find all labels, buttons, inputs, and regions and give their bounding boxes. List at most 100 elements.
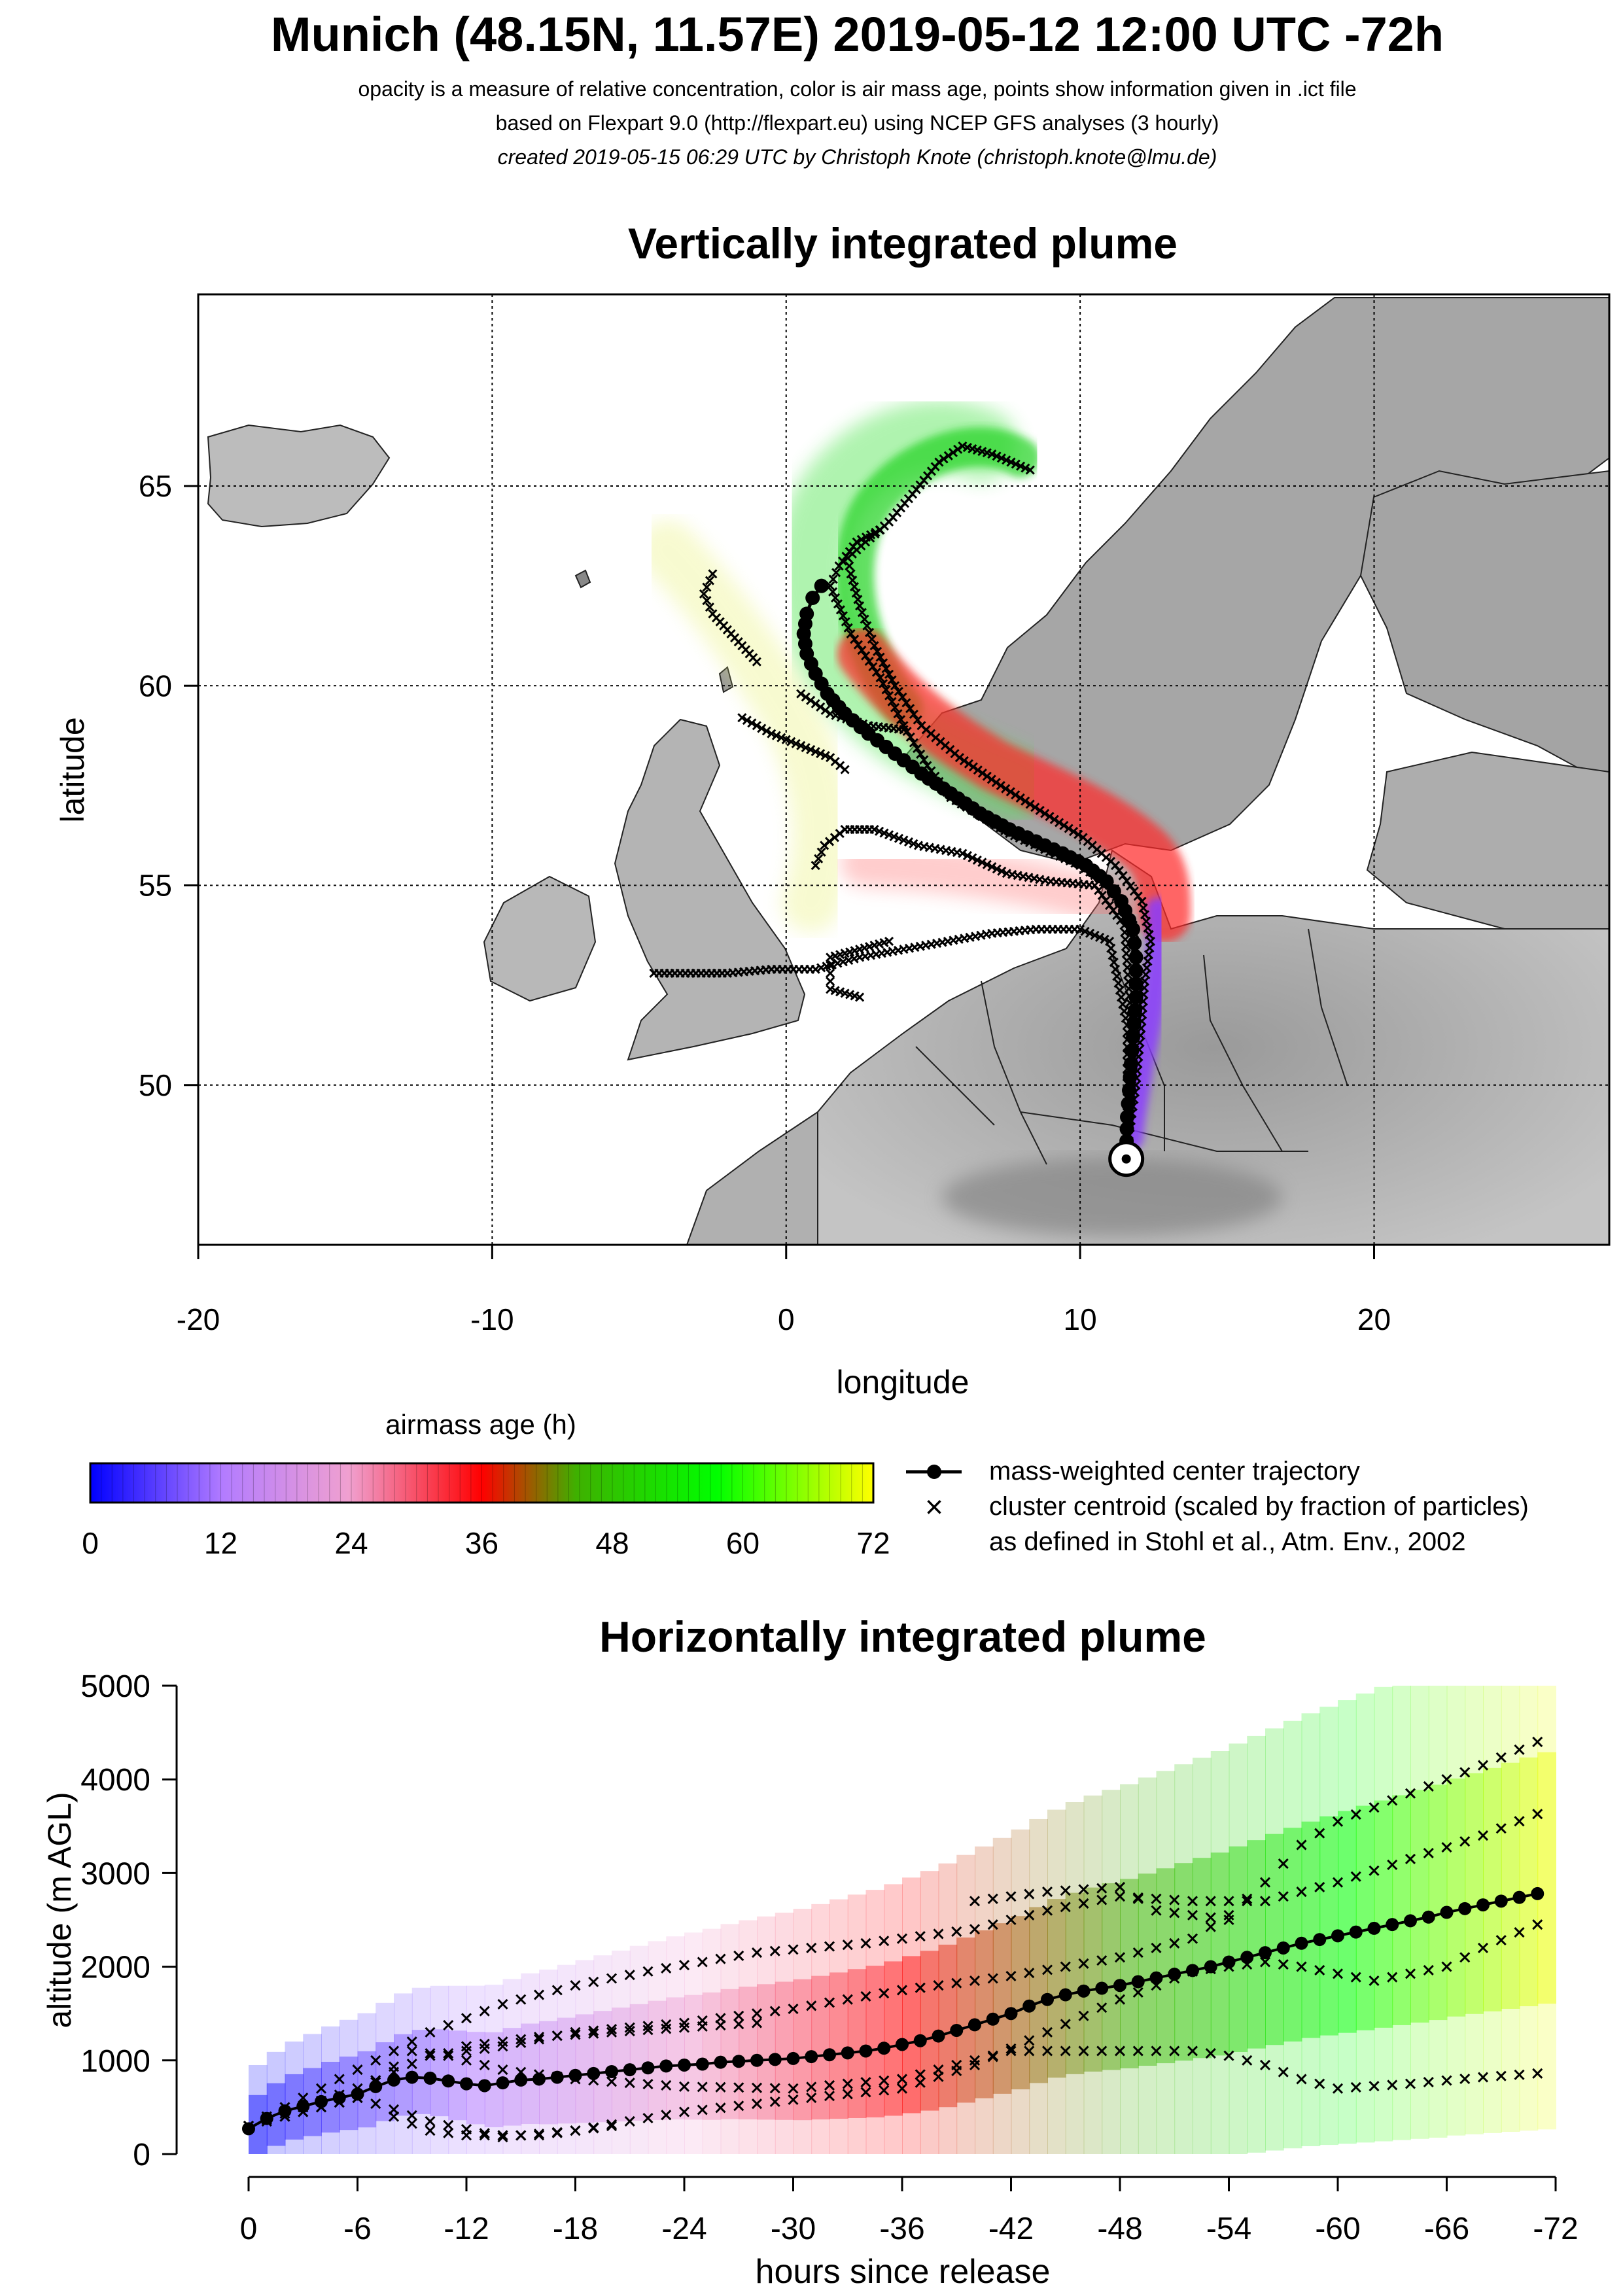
- altitude-plume-core: [1483, 1767, 1502, 2011]
- map-land: [207, 297, 1610, 1245]
- altitude-cluster-centroid-marker: [1387, 1795, 1398, 1806]
- map-cluster-centroid-marker: [1118, 1000, 1128, 1009]
- altitude-cluster-centroid-marker: [370, 2098, 381, 2110]
- altitude-center-trajectory-point: [351, 2087, 364, 2101]
- altitude-cluster-centroid-marker: [1259, 1957, 1271, 1968]
- altitude-cluster-centroid-marker: [479, 2006, 490, 2017]
- map-center-trajectory-point: [1128, 963, 1143, 978]
- altitude-cluster-centroid-marker: [1514, 1816, 1525, 1827]
- altitude-cluster-centroid-marker: [642, 2079, 654, 2090]
- altitude-cluster-centroid-marker: [1187, 2045, 1198, 2057]
- colorbar-tick-label: 72: [856, 1526, 890, 1560]
- altitude-cluster-centroid-marker: [606, 2026, 618, 2038]
- altitude-x-tick-label: -24: [661, 2212, 707, 2246]
- altitude-cluster-centroid-marker: [1024, 1909, 1035, 1921]
- altitude-cluster-centroid-marker: [1314, 2078, 1325, 2089]
- map-cluster-centroid-marker: [1116, 992, 1126, 1002]
- altitude-cluster-centroid-marker: [697, 2104, 708, 2115]
- altitude-plume-core: [1210, 1852, 1230, 2056]
- map-cluster-centroid-marker: [777, 733, 786, 742]
- plume-halo-yellow: [638, 520, 852, 932]
- altitude-cluster-centroid-marker: [1259, 2059, 1271, 2071]
- altitude-cluster-centroid-marker: [842, 1939, 853, 1951]
- altitude-y-tick-label: 5000: [80, 1669, 150, 1704]
- altitude-cluster-centroid-marker: [1205, 1896, 1216, 1907]
- altitude-plume-outer: [1265, 1728, 1284, 2151]
- map-x-tick-label: 10: [1064, 1302, 1097, 1336]
- altitude-center-trajectory-point: [1113, 1979, 1126, 1992]
- altitude-y-tick-label: 3000: [80, 1856, 150, 1891]
- altitude-cluster-centroid-marker: [1477, 1760, 1489, 1771]
- map-cluster-centroid-marker: [820, 841, 829, 850]
- map-center-trajectory-point: [1114, 894, 1129, 909]
- altitude-cluster-centroid-marker: [352, 2064, 363, 2076]
- colorbar-tick-label: 60: [726, 1526, 759, 1560]
- colorbar-ticks: 0 12 24 36 48 60 72: [82, 1526, 890, 1560]
- altitude-plume-core: [1083, 1887, 1103, 2072]
- altitude-center-trajectory-point: [1149, 1971, 1163, 1985]
- altitude-center-trajectory-point: [532, 2072, 546, 2086]
- map-center-trajectory-point: [1106, 884, 1121, 899]
- map-cluster-centroid-marker: [816, 702, 826, 712]
- altitude-x-tick-label: -60: [1315, 2212, 1360, 2246]
- altitude-cluster-centroid-marker: [1296, 1886, 1307, 1898]
- altitude-cluster-centroid-marker: [479, 2043, 490, 2054]
- altitude-center-trajectory-point: [1531, 1887, 1544, 1900]
- map-cluster-centroid-marker: [1140, 910, 1150, 920]
- altitude-cluster-centroid-marker: [915, 2069, 926, 2080]
- altitude-cluster-centroid-marker: [933, 1928, 944, 1939]
- altitude-plume-core: [1174, 1863, 1193, 2061]
- altitude-cluster-centroid-marker: [624, 2022, 635, 2033]
- map-cluster-centroid-marker: [973, 765, 983, 775]
- map-cluster-centroid-marker: [826, 708, 835, 719]
- altitude-center-trajectory-point: [1041, 1992, 1054, 2006]
- altitude-cluster-centroid-marker: [1132, 2045, 1143, 2057]
- altitude-center-trajectory-point: [695, 2057, 709, 2071]
- altitude-cluster-centroid-marker: [1242, 2055, 1253, 2066]
- altitude-title: Horizontally integrated plume: [599, 1612, 1206, 1661]
- altitude-cluster-centroid-marker: [443, 2020, 454, 2031]
- altitude-cluster-centroid-marker: [733, 2082, 744, 2093]
- altitude-center-trajectory-point: [296, 2099, 310, 2113]
- altitude-series: [242, 1736, 1544, 2143]
- altitude-x-tick-label: -42: [988, 2212, 1034, 2246]
- altitude-center-trajectory-point: [732, 2055, 746, 2068]
- altitude-center-trajectory-point: [1386, 1918, 1399, 1932]
- altitude-cluster-centroid-marker: [461, 2130, 472, 2141]
- legend: airmass age (h) 0 12 24 36 48 60 72 × mass-wei…: [82, 1409, 1529, 1560]
- map-cluster-centroid-marker: [1025, 465, 1035, 475]
- altitude-center-trajectory-point: [823, 2048, 836, 2062]
- altitude-cluster-centroid-marker: [624, 1970, 635, 1981]
- altitude-cluster-centroid-marker: [769, 1945, 780, 1957]
- altitude-center-trajectory-point: [877, 2042, 891, 2055]
- altitude-cluster-centroid-marker: [406, 2110, 417, 2121]
- altitude-cluster-centroid-marker: [1369, 1802, 1380, 1813]
- map-cluster-centroid-marker: [875, 652, 885, 662]
- map-cluster-centroid-marker: [948, 447, 958, 457]
- altitude-cluster-centroid-marker: [1096, 1883, 1108, 1894]
- altitude-cluster-centroid-marker: [1532, 2068, 1543, 2079]
- altitude-cluster-centroid-marker: [1041, 1964, 1053, 1975]
- altitude-cluster-centroid-marker: [751, 2098, 763, 2110]
- altitude-cluster-centroid-marker: [497, 2064, 508, 2076]
- altitude-cluster-centroid-marker: [987, 1973, 998, 1984]
- altitude-cluster-centroid-marker: [1169, 2045, 1180, 2057]
- map-cluster-centroid-marker: [861, 651, 871, 661]
- map-center-trajectory-point: [1127, 936, 1142, 951]
- map-cluster-centroid-marker: [855, 992, 865, 1002]
- map-center-trajectory-point: [1123, 1070, 1138, 1085]
- map-cluster-centroid-marker: [879, 828, 889, 838]
- map-cluster-centroid-marker: [856, 534, 866, 544]
- altitude-cluster-centroid-marker: [806, 2081, 817, 2093]
- map-cluster-centroid-marker: [857, 608, 867, 617]
- map-cluster-centroid-marker: [899, 835, 909, 845]
- map-cluster-centroid-marker: [649, 968, 659, 978]
- map-cluster-centroid-marker: [1144, 930, 1154, 939]
- map-cluster-centroid-marker: [853, 640, 863, 650]
- altitude-cluster-centroid-marker: [1296, 1839, 1307, 1851]
- altitude-plume-core: [1229, 1846, 1248, 2052]
- map-cluster-centroid-marker: [860, 614, 869, 624]
- altitude-x-tick-label: -54: [1206, 2212, 1251, 2246]
- land-iceland: [207, 424, 391, 528]
- alps-shading: [942, 1158, 1282, 1236]
